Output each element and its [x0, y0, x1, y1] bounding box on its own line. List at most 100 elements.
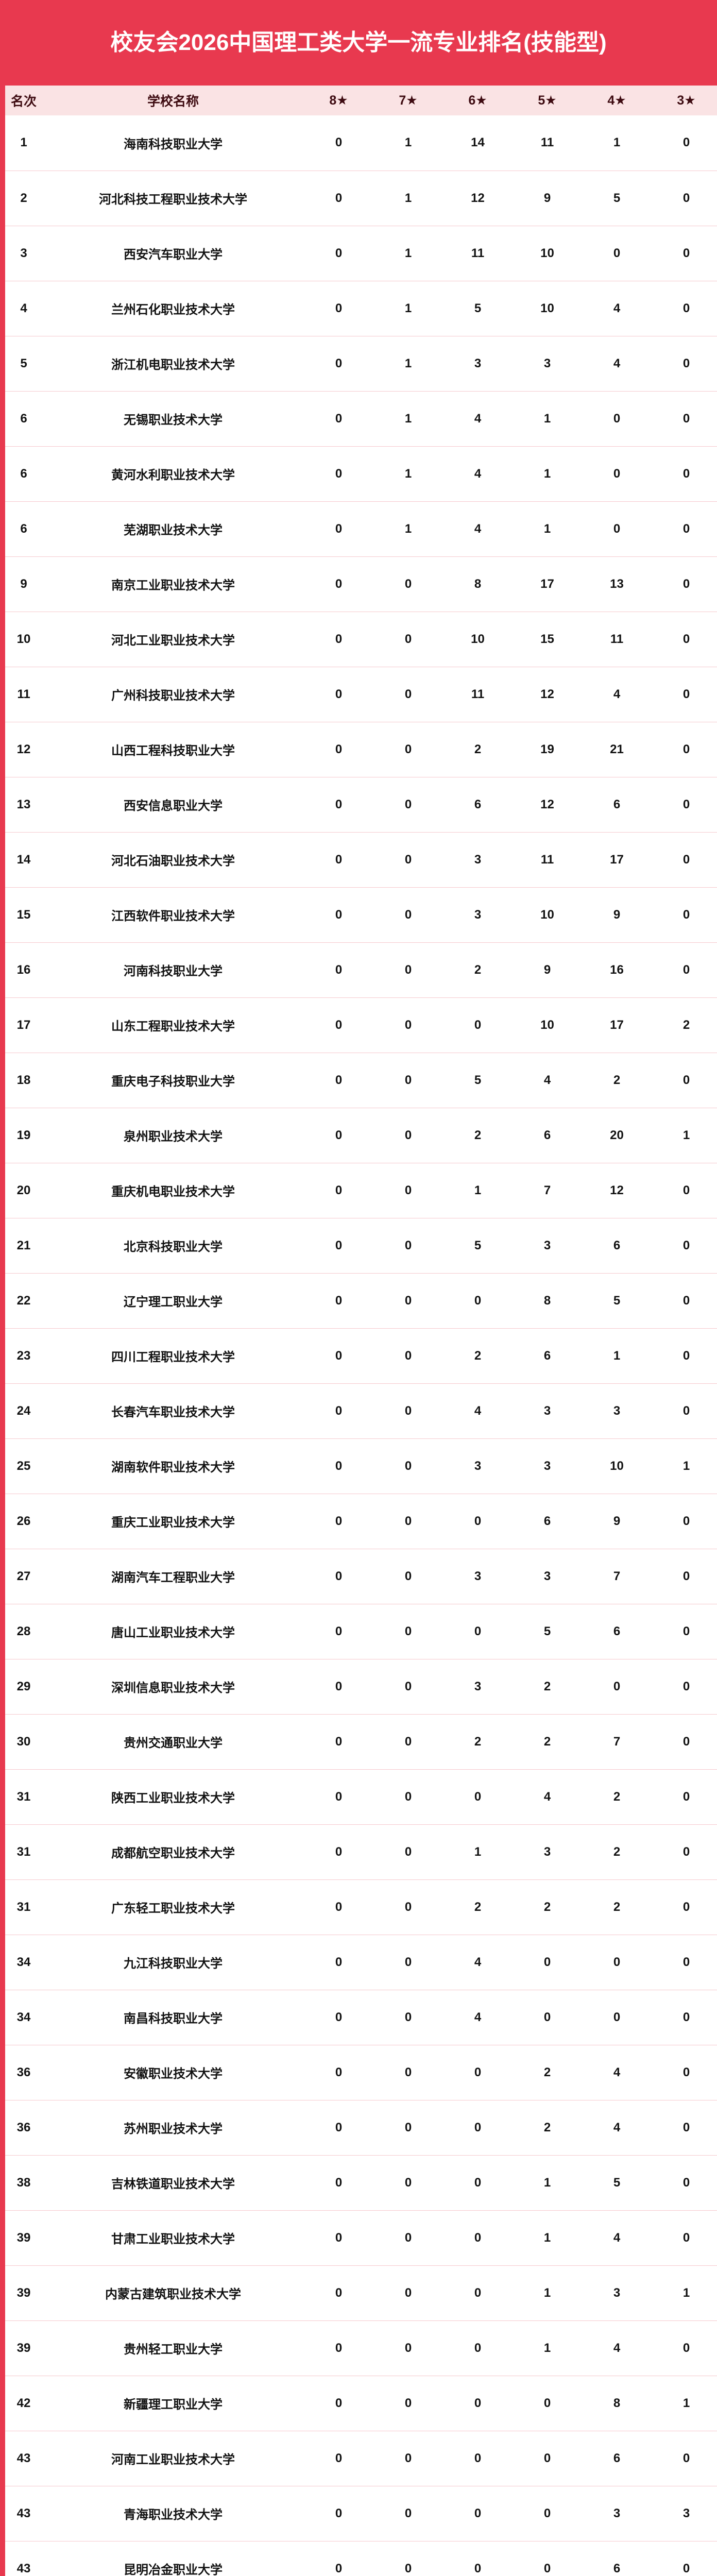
table-row[interactable]: 24 长春汽车职业技术大学 0 0 4 3 3 0 — [5, 1383, 717, 1438]
table-row[interactable]: 2 河北科技工程职业技术大学 0 1 12 9 5 0 — [5, 170, 717, 226]
cell-school-name: 四川工程职业技术大学 — [42, 1328, 304, 1383]
column-header-7-star[interactable]: 7★ — [373, 86, 443, 115]
cell-8-star: 0 — [304, 1548, 373, 1604]
table-row[interactable]: 43 昆明冶金职业大学 0 0 0 0 6 0 — [5, 2540, 717, 2576]
cell-7-star: 0 — [373, 1162, 443, 1218]
column-header-3-star[interactable]: 3★ — [652, 86, 717, 115]
cell-rank: 19 — [5, 1107, 42, 1163]
cell-4-star: 16 — [582, 942, 652, 997]
column-header-8-star[interactable]: 8★ — [304, 86, 373, 115]
table-row[interactable]: 31 陕西工业职业技术大学 0 0 0 4 2 0 — [5, 1769, 717, 1824]
ranking-table: 名次 学校名称 8★ 7★ 6★ 5★ 4★ 3★ 1 海南科技职业大学 0 1 14 1… — [5, 86, 717, 2576]
cell-3-star: 0 — [652, 170, 717, 226]
cell-3-star: 0 — [652, 1714, 717, 1769]
cell-8-star: 0 — [304, 832, 373, 887]
table-row[interactable]: 26 重庆工业职业技术大学 0 0 0 6 9 0 — [5, 1493, 717, 1549]
cell-5-star: 4 — [513, 1052, 582, 1108]
table-row[interactable]: 3 西安汽车职业大学 0 1 11 10 0 0 — [5, 225, 717, 281]
table-row[interactable]: 19 泉州职业技术大学 0 0 2 6 20 1 — [5, 1107, 717, 1163]
table-row[interactable]: 39 贵州轻工职业大学 0 0 0 1 4 0 — [5, 2320, 717, 2376]
table-row[interactable]: 42 新疆理工职业大学 0 0 0 0 8 1 — [5, 2375, 717, 2431]
cell-7-star: 1 — [373, 335, 443, 391]
table-row[interactable]: 22 辽宁理工职业大学 0 0 0 8 5 0 — [5, 1273, 717, 1328]
cell-8-star: 0 — [304, 225, 373, 281]
cell-7-star: 0 — [373, 611, 443, 667]
table-row[interactable]: 6 黄河水利职业技术大学 0 1 4 1 0 0 — [5, 446, 717, 501]
table-row[interactable]: 18 重庆电子科技职业大学 0 0 5 4 2 0 — [5, 1052, 717, 1108]
table-row[interactable]: 34 九江科技职业大学 0 0 4 0 0 0 — [5, 1934, 717, 1990]
cell-5-star: 10 — [513, 280, 582, 336]
cell-7-star: 0 — [373, 1328, 443, 1383]
column-header-4-star[interactable]: 4★ — [582, 86, 652, 115]
table-row[interactable]: 31 成都航空职业技术大学 0 0 1 3 2 0 — [5, 1824, 717, 1879]
cell-6-star: 0 — [443, 2540, 513, 2576]
cell-6-star: 1 — [443, 1824, 513, 1879]
cell-3-star: 0 — [652, 1493, 717, 1549]
cell-5-star: 0 — [513, 2430, 582, 2486]
table-row[interactable]: 20 重庆机电职业技术大学 0 0 1 7 12 0 — [5, 1162, 717, 1218]
column-header-5-star[interactable]: 5★ — [513, 86, 582, 115]
cell-3-star: 0 — [652, 2099, 717, 2155]
table-row[interactable]: 39 甘肃工业职业技术大学 0 0 0 1 4 0 — [5, 2210, 717, 2265]
column-header-school-name[interactable]: 学校名称 — [42, 86, 304, 115]
cell-5-star: 3 — [513, 1824, 582, 1879]
table-row[interactable]: 38 吉林铁道职业技术大学 0 0 0 1 5 0 — [5, 2155, 717, 2210]
cell-7-star: 0 — [373, 1824, 443, 1879]
cell-6-star: 4 — [443, 1989, 513, 2045]
cell-8-star: 0 — [304, 1989, 373, 2045]
table-row[interactable]: 6 芜湖职业技术大学 0 1 4 1 0 0 — [5, 501, 717, 556]
table-row[interactable]: 21 北京科技职业大学 0 0 5 3 6 0 — [5, 1217, 717, 1273]
table-row[interactable]: 43 河南工业职业技术大学 0 0 0 0 6 0 — [5, 2430, 717, 2486]
table-row[interactable]: 27 湖南汽车工程职业大学 0 0 3 3 7 0 — [5, 1548, 717, 1604]
cell-school-name: 河南工业职业技术大学 — [42, 2430, 304, 2486]
table-row[interactable]: 1 海南科技职业大学 0 1 14 11 1 0 — [5, 115, 717, 171]
table-row[interactable]: 12 山西工程科技职业大学 0 0 2 19 21 0 — [5, 721, 717, 777]
cell-7-star: 0 — [373, 1714, 443, 1769]
cell-7-star: 0 — [373, 997, 443, 1053]
cell-rank: 6 — [5, 446, 42, 501]
cell-school-name: 昆明冶金职业大学 — [42, 2540, 304, 2576]
table-row[interactable]: 10 河北工业职业技术大学 0 0 10 15 11 0 — [5, 611, 717, 667]
table-row[interactable]: 30 贵州交通职业大学 0 0 2 2 7 0 — [5, 1714, 717, 1769]
table-row[interactable]: 43 青海职业技术大学 0 0 0 0 3 3 — [5, 2485, 717, 2541]
table-row[interactable]: 13 西安信息职业大学 0 0 6 12 6 0 — [5, 776, 717, 832]
cell-3-star: 1 — [652, 1107, 717, 1163]
cell-5-star: 12 — [513, 666, 582, 722]
cell-school-name: 辽宁理工职业大学 — [42, 1273, 304, 1328]
cell-rank: 31 — [5, 1824, 42, 1879]
cell-7-star: 0 — [373, 832, 443, 887]
table-row[interactable]: 16 河南科技职业大学 0 0 2 9 16 0 — [5, 942, 717, 997]
table-row[interactable]: 28 唐山工业职业技术大学 0 0 0 5 6 0 — [5, 1603, 717, 1659]
column-header-rank[interactable]: 名次 — [5, 86, 42, 115]
cell-rank: 20 — [5, 1162, 42, 1218]
table-row[interactable]: 23 四川工程职业技术大学 0 0 2 6 1 0 — [5, 1328, 717, 1383]
table-row[interactable]: 31 广东轻工职业技术大学 0 0 2 2 2 0 — [5, 1879, 717, 1935]
table-row[interactable]: 36 苏州职业技术大学 0 0 0 2 4 0 — [5, 2099, 717, 2155]
table-row[interactable]: 36 安徽职业技术大学 0 0 0 2 4 0 — [5, 2044, 717, 2100]
cell-8-star: 0 — [304, 997, 373, 1053]
table-row[interactable]: 9 南京工业职业技术大学 0 0 8 17 13 0 — [5, 556, 717, 612]
cell-school-name: 浙江机电职业技术大学 — [42, 335, 304, 391]
table-row[interactable]: 15 江西软件职业技术大学 0 0 3 10 9 0 — [5, 887, 717, 942]
cell-rank: 6 — [5, 391, 42, 446]
cell-school-name: 江西软件职业技术大学 — [42, 887, 304, 942]
table-row[interactable]: 34 南昌科技职业大学 0 0 4 0 0 0 — [5, 1989, 717, 2045]
table-row[interactable]: 29 深圳信息职业技术大学 0 0 3 2 0 0 — [5, 1658, 717, 1714]
cell-8-star: 0 — [304, 280, 373, 336]
table-row[interactable]: 17 山东工程职业技术大学 0 0 0 10 17 2 — [5, 997, 717, 1053]
table-row[interactable]: 6 无锡职业技术大学 0 1 4 1 0 0 — [5, 391, 717, 446]
cell-4-star: 17 — [582, 997, 652, 1053]
cell-3-star: 0 — [652, 1934, 717, 1990]
table-row[interactable]: 11 广州科技职业技术大学 0 0 11 12 4 0 — [5, 666, 717, 722]
table-row[interactable]: 4 兰州石化职业技术大学 0 1 5 10 4 0 — [5, 280, 717, 336]
cell-5-star: 10 — [513, 887, 582, 942]
cell-rank: 17 — [5, 997, 42, 1053]
cell-6-star: 2 — [443, 721, 513, 777]
table-row[interactable]: 14 河北石油职业技术大学 0 0 3 11 17 0 — [5, 832, 717, 887]
table-row[interactable]: 39 内蒙古建筑职业技术大学 0 0 0 1 3 1 — [5, 2265, 717, 2320]
table-row[interactable]: 5 浙江机电职业技术大学 0 1 3 3 4 0 — [5, 335, 717, 391]
cell-school-name: 内蒙古建筑职业技术大学 — [42, 2265, 304, 2320]
column-header-6-star[interactable]: 6★ — [443, 86, 513, 115]
table-row[interactable]: 25 湖南软件职业技术大学 0 0 3 3 10 1 — [5, 1438, 717, 1494]
cell-rank: 9 — [5, 556, 42, 612]
